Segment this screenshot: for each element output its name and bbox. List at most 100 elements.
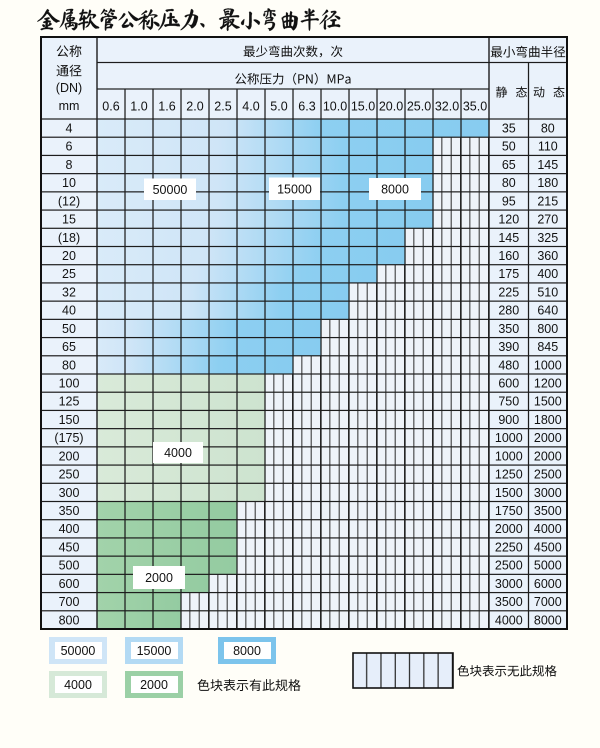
svg-text:2000: 2000 <box>534 449 562 463</box>
svg-text:25.0: 25.0 <box>407 100 431 114</box>
svg-text:(DN): (DN) <box>56 81 82 95</box>
svg-text:750: 750 <box>498 395 519 409</box>
svg-text:2500: 2500 <box>495 559 523 573</box>
svg-text:800: 800 <box>59 613 80 627</box>
svg-text:6.3: 6.3 <box>298 100 315 114</box>
svg-text:120: 120 <box>498 213 519 227</box>
svg-text:50000: 50000 <box>61 644 96 658</box>
svg-text:20.0: 20.0 <box>379 100 403 114</box>
svg-text:150: 150 <box>59 413 80 427</box>
svg-text:2250: 2250 <box>495 540 523 554</box>
svg-text:mm: mm <box>59 99 80 113</box>
svg-text:510: 510 <box>537 285 558 299</box>
svg-text:35: 35 <box>502 122 516 136</box>
svg-text:4: 4 <box>66 122 73 136</box>
svg-text:270: 270 <box>537 213 558 227</box>
svg-text:7000: 7000 <box>534 595 562 609</box>
svg-text:3000: 3000 <box>495 577 523 591</box>
svg-text:110: 110 <box>538 140 558 154</box>
svg-text:600: 600 <box>498 377 519 391</box>
svg-text:1800: 1800 <box>534 413 562 427</box>
svg-text:50000: 50000 <box>153 183 188 197</box>
svg-text:65: 65 <box>502 158 516 172</box>
svg-text:8000: 8000 <box>381 183 409 197</box>
svg-text:450: 450 <box>59 540 80 554</box>
svg-text:400: 400 <box>537 267 558 281</box>
svg-text:200: 200 <box>59 449 80 463</box>
svg-text:2000: 2000 <box>495 522 523 536</box>
svg-text:65: 65 <box>62 340 76 354</box>
svg-text:32.0: 32.0 <box>435 100 459 114</box>
svg-text:145: 145 <box>498 231 519 245</box>
svg-text:350: 350 <box>498 322 519 336</box>
svg-text:15: 15 <box>62 213 76 227</box>
svg-text:175: 175 <box>498 267 519 281</box>
svg-text:225: 225 <box>498 285 519 299</box>
svg-text:8: 8 <box>66 158 73 172</box>
svg-text:95: 95 <box>502 194 516 208</box>
svg-text:50: 50 <box>502 140 516 154</box>
svg-text:10.0: 10.0 <box>323 100 347 114</box>
svg-text:1750: 1750 <box>495 504 523 518</box>
svg-text:180: 180 <box>537 176 558 190</box>
svg-text:2000: 2000 <box>534 431 562 445</box>
svg-text:15.0: 15.0 <box>351 100 375 114</box>
svg-text:4000: 4000 <box>64 678 92 692</box>
svg-text:250: 250 <box>59 468 80 482</box>
svg-text:500: 500 <box>59 559 80 573</box>
svg-text:4000: 4000 <box>534 522 562 536</box>
svg-text:360: 360 <box>537 249 558 263</box>
svg-text:600: 600 <box>59 577 80 591</box>
svg-text:1500: 1500 <box>534 395 562 409</box>
svg-text:8000: 8000 <box>534 613 562 627</box>
svg-text:1000: 1000 <box>495 431 523 445</box>
svg-text:700: 700 <box>59 595 80 609</box>
svg-text:2000: 2000 <box>145 571 173 585</box>
svg-text:3000: 3000 <box>534 486 562 500</box>
svg-text:100: 100 <box>59 377 80 391</box>
svg-text:80: 80 <box>541 122 555 136</box>
svg-text:4000: 4000 <box>164 446 192 460</box>
svg-text:8000: 8000 <box>233 644 261 658</box>
svg-text:25: 25 <box>62 267 76 281</box>
svg-text:1500: 1500 <box>495 486 523 500</box>
svg-text:15000: 15000 <box>137 644 172 658</box>
svg-text:400: 400 <box>59 522 80 536</box>
svg-text:40: 40 <box>62 304 76 318</box>
svg-text:(175): (175) <box>54 431 83 445</box>
svg-text:215: 215 <box>537 194 558 208</box>
svg-text:80: 80 <box>62 358 76 372</box>
svg-text:1000: 1000 <box>534 358 562 372</box>
svg-text:10: 10 <box>62 176 76 190</box>
svg-text:900: 900 <box>498 413 519 427</box>
svg-text:6000: 6000 <box>534 577 562 591</box>
svg-text:280: 280 <box>498 304 519 318</box>
svg-text:4500: 4500 <box>534 540 562 554</box>
svg-text:5000: 5000 <box>534 559 562 573</box>
svg-text:50: 50 <box>62 322 76 336</box>
svg-text:(12): (12) <box>58 194 80 208</box>
svg-text:4.0: 4.0 <box>242 100 259 114</box>
svg-text:1.0: 1.0 <box>130 100 147 114</box>
svg-text:6: 6 <box>66 140 73 154</box>
svg-text:640: 640 <box>537 304 558 318</box>
svg-text:350: 350 <box>59 504 80 518</box>
svg-text:3500: 3500 <box>534 504 562 518</box>
svg-text:300: 300 <box>59 486 80 500</box>
svg-text:2.0: 2.0 <box>186 100 203 114</box>
svg-text:800: 800 <box>537 322 558 336</box>
svg-text:1.6: 1.6 <box>158 100 175 114</box>
svg-text:845: 845 <box>537 340 558 354</box>
svg-text:1000: 1000 <box>495 449 523 463</box>
svg-text:5.0: 5.0 <box>270 100 287 114</box>
svg-text:80: 80 <box>502 176 516 190</box>
svg-text:20: 20 <box>62 249 76 263</box>
svg-text:2500: 2500 <box>534 468 562 482</box>
svg-text:15000: 15000 <box>277 182 312 196</box>
svg-text:35.0: 35.0 <box>463 100 487 114</box>
svg-text:32: 32 <box>62 285 76 299</box>
svg-text:0.6: 0.6 <box>102 100 119 114</box>
svg-text:(18): (18) <box>58 231 80 245</box>
svg-text:160: 160 <box>498 249 519 263</box>
svg-text:2000: 2000 <box>140 678 168 692</box>
